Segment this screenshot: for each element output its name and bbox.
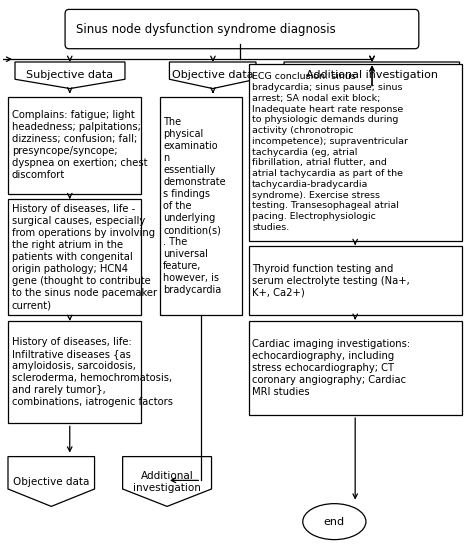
Polygon shape [123,457,211,506]
Text: Sinus node dysfunction syndrome diagnosis: Sinus node dysfunction syndrome diagnosi… [76,22,336,36]
Bar [8,97,141,194]
Text: ECG conclusion: sinus
bradycardia; sinus pause; sinus
arrest; SA nodal exit bloc: ECG conclusion: sinus bradycardia; sinus… [252,73,408,232]
Polygon shape [169,62,256,88]
FancyBboxPatch shape [65,10,419,49]
Polygon shape [8,457,94,506]
Bar [8,199,141,315]
Bar [249,247,462,315]
Bar [249,64,462,241]
Text: Subjective data: Subjective data [27,70,114,80]
Text: Additional
investigation: Additional investigation [133,471,201,492]
Bar [249,321,462,415]
Text: History of diseases, life:
Infiltrative diseases {as
amyloidosis, sarcoidosis,
s: History of diseases, life: Infiltrative … [12,337,173,407]
Text: Cardiac imaging investigations:
echocardiography, including
stress echocardiogra: Cardiac imaging investigations: echocard… [252,339,410,397]
Bar [160,97,242,315]
Text: Complains: fatigue; light
headedness; palpitations;
dizziness; confusion; fall;
: Complains: fatigue; light headedness; pa… [12,110,147,181]
Polygon shape [15,62,125,88]
Text: end: end [324,517,345,527]
Text: The
physical
examinatio
n
essentially
demonstrate
s findings
of the
underlying
c: The physical examinatio n essentially de… [164,117,226,295]
Text: History of diseases, life -
surgical causes, especially
from operations by invol: History of diseases, life - surgical cau… [12,205,157,310]
Bar [8,321,141,423]
Text: Thyroid function testing and
serum electrolyte testing (Na+,
K+, Ca2+): Thyroid function testing and serum elect… [252,264,410,298]
Ellipse shape [303,504,366,539]
Text: Objective data: Objective data [13,476,90,486]
Polygon shape [284,62,459,88]
Text: Additional investigation: Additional investigation [306,70,438,80]
Text: Objective data: Objective data [172,70,254,80]
